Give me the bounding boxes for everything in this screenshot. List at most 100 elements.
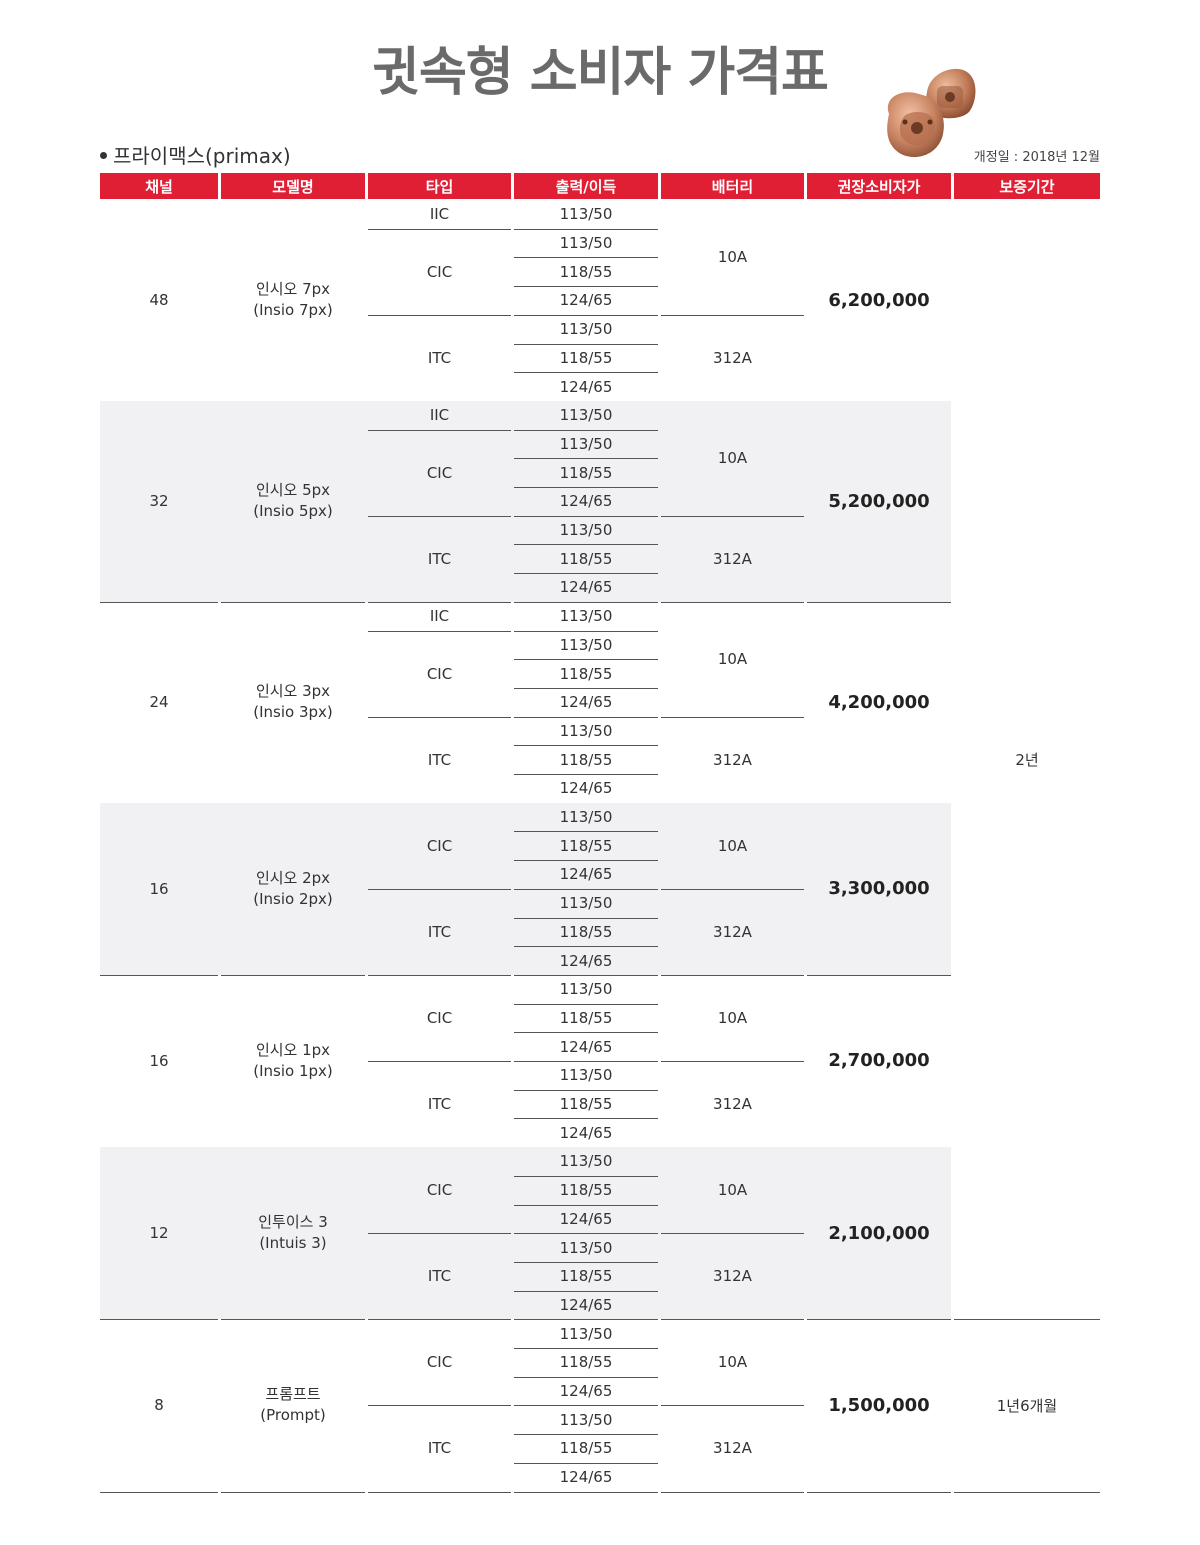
column-header: 타입 (368, 173, 511, 199)
model-name-korean: 인시오 7px (255, 280, 331, 299)
model-name-english: (Insio 1px) (253, 1061, 333, 1080)
row-divider (514, 1290, 658, 1292)
battery-cell: 312A (713, 750, 752, 769)
shaded-row-group (100, 802, 951, 975)
channel-cell: 32 (149, 492, 169, 511)
row-divider (100, 1491, 218, 1493)
model-name-cell: 인시오 5px (Insio 5px) (221, 401, 365, 602)
channel-cell: 48 (149, 291, 169, 310)
price-table: 채널 모델명 타입 출력/이득 배터리 권장소비자가 보증기간 48 인시오 7px (Insio… (100, 173, 1100, 1493)
row-divider (514, 1118, 658, 1120)
output-gain-cell: 113/50 (559, 320, 613, 339)
section-heading: 프라이맥스(primax) (100, 140, 291, 169)
output-gain-cell: 124/65 (559, 1209, 613, 1228)
row-divider (221, 1491, 365, 1493)
type-cell: ITC (427, 1095, 452, 1114)
output-gain-cell: 118/55 (559, 1181, 613, 1200)
output-gain-cell: 113/50 (559, 205, 613, 224)
row-divider (514, 860, 658, 862)
row-divider (368, 1405, 511, 1407)
price-cell: 2,700,000 (828, 1050, 930, 1072)
row-divider (514, 1348, 658, 1349)
channel-cell: 24 (149, 693, 169, 712)
row-divider (807, 601, 951, 603)
row-divider (661, 888, 804, 890)
column-header: 배터리 (661, 173, 804, 199)
row-divider (368, 601, 511, 603)
model-name-cell: 인시오 2px (Insio 2px) (221, 803, 365, 975)
row-divider (514, 974, 658, 976)
output-gain-cell: 118/55 (559, 262, 613, 281)
row-divider (661, 1061, 804, 1062)
battery-cell: 312A (713, 1439, 752, 1458)
output-gain-cell: 124/65 (559, 377, 613, 396)
revision-date: 개정일 : 2018년 12월 (973, 150, 1100, 165)
output-gain-cell: 113/50 (559, 434, 613, 453)
row-divider (514, 1175, 658, 1177)
row-divider (514, 228, 658, 230)
output-gain-cell: 118/55 (559, 549, 613, 568)
output-gain-cell: 113/50 (559, 894, 613, 913)
battery-cell: 10A (717, 1008, 748, 1027)
output-gain-cell: 124/65 (559, 1123, 613, 1142)
row-divider (514, 372, 658, 374)
output-gain-cell: 118/55 (559, 836, 613, 855)
type-cell: ITC (427, 1267, 452, 1286)
price-cell: 1,500,000 (828, 1394, 930, 1416)
row-divider (514, 1319, 658, 1321)
row-divider (514, 630, 658, 632)
row-divider (514, 1434, 658, 1436)
model-name-english: (Insio 3px) (253, 703, 333, 722)
row-divider (368, 630, 511, 632)
battery-cell: 10A (717, 248, 748, 267)
row-divider (661, 314, 804, 316)
row-divider (514, 1491, 658, 1493)
row-divider (661, 1491, 804, 1493)
row-divider (954, 1491, 1100, 1493)
channel-cell: 16 (149, 879, 169, 898)
output-gain-cell: 113/50 (559, 808, 613, 827)
row-divider (514, 745, 658, 747)
output-gain-cell: 113/50 (559, 521, 613, 540)
row-divider (221, 974, 365, 976)
output-gain-cell: 124/65 (559, 951, 613, 970)
row-divider (661, 1405, 804, 1407)
row-divider (514, 343, 658, 345)
row-divider (661, 1319, 804, 1321)
model-name-english: (Insio 7px) (253, 301, 333, 320)
row-divider (661, 515, 804, 517)
model-name-english: (Intuis 3) (259, 1234, 327, 1253)
warranty-cell: 2년 (1015, 751, 1039, 770)
output-gain-cell: 118/55 (559, 922, 613, 941)
model-name-korean: 인시오 5px (255, 481, 331, 500)
row-divider (954, 1319, 1100, 1321)
output-gain-cell: 124/65 (559, 1037, 613, 1056)
row-divider (514, 1462, 658, 1464)
output-gain-cell: 118/55 (559, 1095, 613, 1114)
output-gain-cell: 113/50 (559, 1238, 613, 1257)
row-divider (514, 314, 658, 316)
row-divider (807, 1319, 951, 1321)
type-cell: ITC (427, 750, 452, 769)
row-divider (514, 544, 658, 546)
battery-cell: 10A (717, 650, 748, 669)
model-name-korean: 인시오 2px (255, 868, 331, 887)
hearing-aid-image (875, 62, 985, 166)
column-header: 출력/이득 (514, 173, 658, 199)
output-gain-cell: 113/50 (559, 1066, 613, 1085)
row-divider (514, 1003, 658, 1005)
type-cell: CIC (426, 463, 453, 482)
output-gain-cell: 124/65 (559, 865, 613, 884)
battery-cell: 10A (717, 836, 748, 855)
row-divider (661, 716, 804, 718)
type-cell: CIC (426, 1353, 453, 1372)
row-divider (368, 716, 511, 718)
battery-cell: 312A (713, 922, 752, 941)
channel-cell: 8 (154, 1396, 164, 1415)
type-cell: ITC (427, 549, 452, 568)
row-divider (514, 716, 658, 718)
output-gain-cell: 113/50 (559, 1410, 613, 1429)
price-cell: 2,100,000 (828, 1222, 930, 1244)
row-divider (368, 228, 511, 230)
price-cell: 6,200,000 (828, 289, 930, 311)
